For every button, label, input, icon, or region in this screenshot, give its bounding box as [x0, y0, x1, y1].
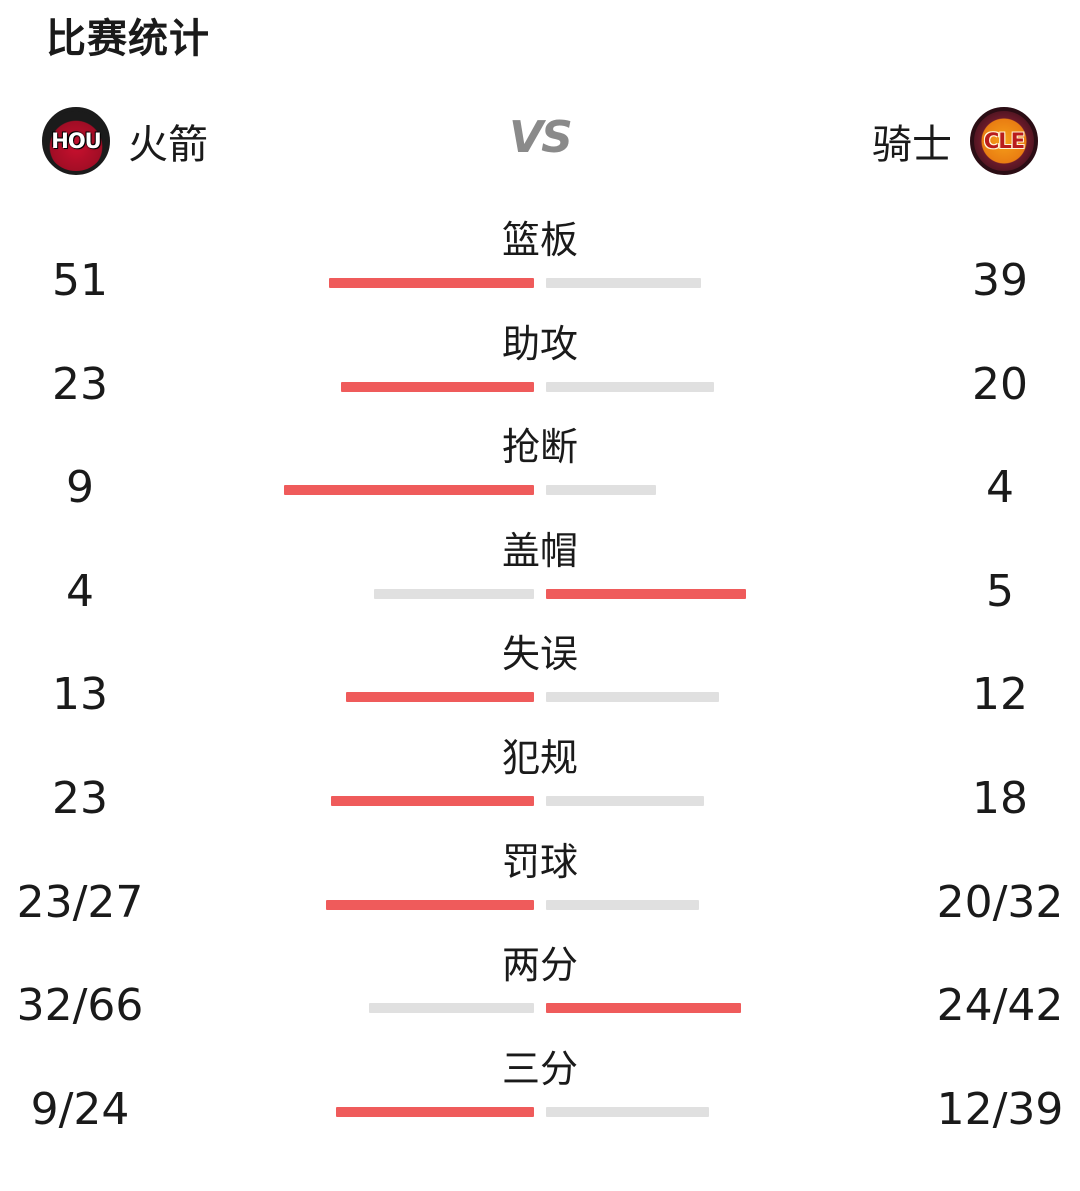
away-stat-bar	[546, 485, 656, 496]
away-stat-value: 12	[972, 669, 1028, 721]
away-stat-bar	[546, 795, 704, 806]
home-stat-bar	[326, 899, 534, 910]
home-stat-bar	[369, 1003, 534, 1014]
home-stat-value: 9	[66, 462, 94, 514]
cavaliers-logo-icon: CLE	[970, 107, 1038, 175]
away-stat-value: 5	[986, 565, 1014, 617]
stat-row: 助攻 23 20	[0, 318, 1080, 422]
away-stat-bar	[546, 588, 746, 599]
home-team-name: 火箭	[128, 122, 208, 168]
home-stat-bar	[346, 692, 534, 703]
away-stat-bar	[546, 899, 699, 910]
away-stat-value: 20	[972, 358, 1028, 410]
stat-row: 两分 32/66 24/42	[0, 939, 1080, 1043]
home-stat-bar	[336, 1106, 534, 1117]
home-stat-value: 9/24	[30, 1083, 130, 1135]
page-title: 比赛统计	[46, 16, 210, 62]
stats-list: 篮板 51 39 助攻 23 20 抢断 9 4 盖帽 4 5 失误 13 12 犯规 23 18 罚球 23/27 2…	[0, 214, 1080, 1146]
home-stat-value: 23	[52, 358, 108, 410]
away-stat-value: 4	[986, 462, 1014, 514]
away-stat-bar	[546, 1106, 709, 1117]
away-stat-bar	[546, 692, 719, 703]
stat-label: 失误	[501, 632, 578, 677]
away-stat-bar	[546, 381, 714, 392]
home-stat-bar	[329, 278, 534, 288]
away-stat-bar	[546, 1003, 741, 1014]
rockets-logo-icon: HOU	[42, 107, 110, 175]
stat-label: 篮板	[501, 218, 578, 262]
away-stat-value: 20/32	[936, 876, 1064, 928]
stat-row: 失误 13 12	[0, 628, 1080, 732]
home-stat-bar	[374, 588, 534, 599]
stat-row: 篮板 51 39	[0, 214, 1080, 318]
stat-label: 犯规	[501, 735, 578, 780]
home-stat-bar	[331, 795, 534, 806]
stat-label: 盖帽	[501, 528, 578, 573]
away-stat-value: 39	[972, 255, 1028, 306]
home-stat-value: 32/66	[16, 980, 144, 1032]
stat-row: 抢断 9 4	[0, 421, 1080, 525]
away-team-abbr: CLE	[983, 129, 1025, 153]
stat-row: 三分 9/24 12/39	[0, 1043, 1080, 1147]
home-team[interactable]: HOU 火箭	[42, 106, 208, 176]
stat-row: 犯规 23 18	[0, 732, 1080, 836]
home-team-abbr: HOU	[51, 129, 101, 153]
away-team[interactable]: 骑士 CLE	[872, 106, 1038, 176]
stat-label: 两分	[501, 943, 578, 988]
home-stat-bar	[341, 381, 534, 392]
home-stat-value: 4	[66, 565, 94, 617]
away-stat-bar	[546, 278, 701, 288]
away-team-name: 骑士	[872, 122, 952, 168]
away-stat-value: 24/42	[936, 980, 1064, 1032]
home-stat-value: 23	[52, 772, 108, 824]
stat-label: 助攻	[501, 321, 578, 366]
home-stat-value: 51	[52, 255, 108, 306]
home-stat-value: 13	[52, 669, 108, 721]
away-stat-value: 12/39	[936, 1083, 1064, 1135]
away-stat-value: 18	[972, 772, 1028, 824]
stat-label: 抢断	[501, 425, 578, 470]
stat-label: 罚球	[501, 839, 578, 884]
vs-label: VS	[509, 112, 573, 163]
stat-row: 罚球 23/27 20/32	[0, 836, 1080, 940]
home-stat-bar	[284, 485, 534, 496]
stat-row: 盖帽 4 5	[0, 525, 1080, 629]
stat-label: 三分	[501, 1046, 578, 1091]
home-stat-value: 23/27	[16, 876, 144, 928]
